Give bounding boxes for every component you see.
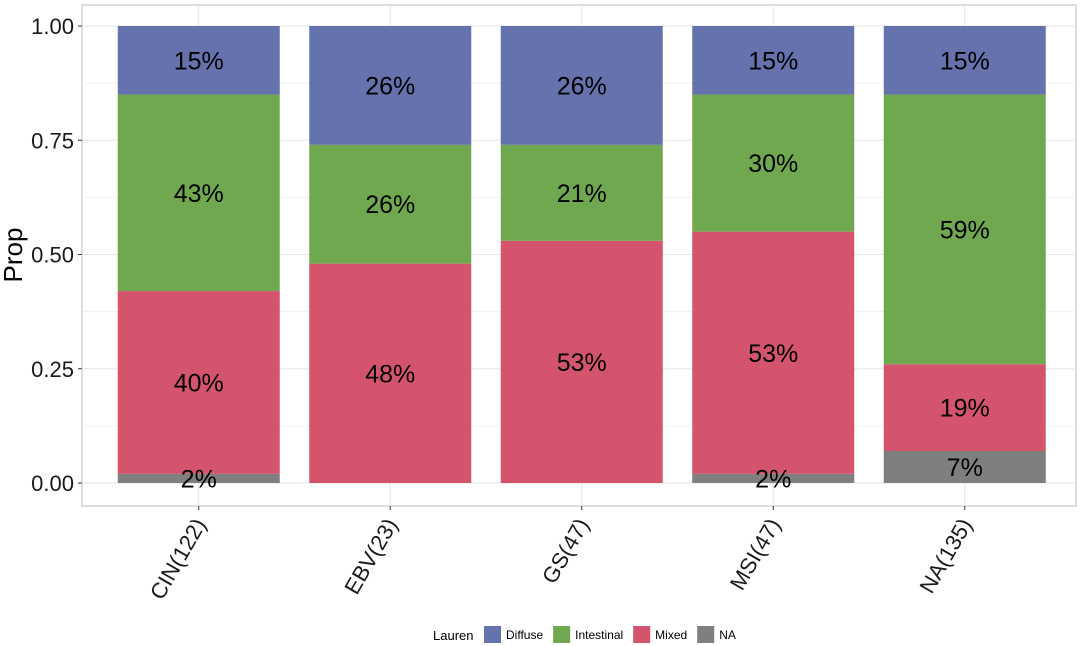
data-label: 7%	[947, 454, 983, 482]
x-tick-label: CIN(122)	[145, 514, 211, 604]
legend-label: NA	[719, 628, 736, 642]
legend-label: Mixed	[655, 628, 687, 642]
data-label: 26%	[557, 72, 607, 100]
bar-segment-mixed	[500, 240, 663, 483]
y-tick-label: 1.00	[31, 14, 74, 39]
bar-segment-mixed	[883, 364, 1046, 452]
x-tick-label: EBV(23)	[339, 514, 402, 599]
data-label: 15%	[174, 47, 224, 75]
legend-swatch-intestinal	[553, 626, 571, 643]
legend-swatch-na	[697, 626, 715, 643]
data-label: 26%	[365, 72, 415, 100]
bar-segment-intestinal	[309, 144, 472, 264]
bar-segment-intestinal	[500, 144, 663, 241]
bar-segment-mixed	[117, 291, 280, 474]
bar-segment-diffuse	[500, 26, 663, 145]
bar-segment-na	[883, 451, 1046, 483]
data-label: 2%	[181, 465, 217, 493]
data-label: 48%	[365, 360, 415, 388]
data-label: 21%	[557, 180, 607, 208]
bar-segment-na	[117, 473, 280, 483]
bar-segment-diffuse	[117, 26, 280, 95]
y-axis-title: Prop	[0, 228, 28, 283]
bar-segment-intestinal	[692, 94, 855, 232]
bar-segment-diffuse	[692, 26, 855, 95]
data-label: 43%	[174, 180, 224, 208]
x-axis-ticks: CIN(122) EBV(23) GS(47) MSI(47) NA(135)	[145, 506, 977, 604]
bar-segment-mixed	[692, 231, 855, 474]
legend-swatch-mixed	[633, 626, 651, 643]
data-label: 2%	[755, 465, 791, 493]
y-tick-label: 0.25	[31, 357, 74, 382]
legend-title: Lauren	[433, 628, 473, 643]
bar-segment-intestinal	[117, 94, 280, 292]
y-tick-label: 0.50	[31, 243, 74, 268]
bar-segment-intestinal	[883, 94, 1046, 365]
data-label: 30%	[748, 150, 798, 178]
bar-segment-diffuse	[883, 26, 1046, 95]
legend-label: Intestinal	[575, 628, 623, 642]
data-label: 19%	[940, 395, 990, 423]
x-tick-label: NA(135)	[914, 514, 977, 597]
y-tick-label: 0.75	[31, 128, 74, 153]
bar-segment-na	[692, 473, 855, 483]
bar-segment-diffuse	[309, 26, 472, 145]
data-label: 26%	[365, 191, 415, 219]
bar-segment-mixed	[309, 263, 472, 483]
legend: Lauren Diffuse Intestinal Mixed NA	[433, 626, 736, 643]
data-label: 15%	[748, 47, 798, 75]
data-label: 53%	[748, 340, 798, 368]
bars	[117, 26, 1046, 483]
data-label: 59%	[940, 216, 990, 244]
y-axis-ticks: 0.00 0.25 0.50 0.75 1.00	[31, 14, 82, 496]
legend-label: Diffuse	[506, 628, 543, 642]
y-tick-label: 0.00	[31, 471, 74, 496]
x-tick-label: GS(47)	[537, 514, 594, 588]
legend-swatch-diffuse	[484, 626, 501, 643]
data-labels: 2% 40% 43% 15% 48% 26% 26% 53% 21% 26% 2% 53% 30% 15%…	[174, 47, 990, 493]
data-label: 53%	[557, 349, 607, 377]
data-label: 15%	[940, 47, 990, 75]
x-tick-label: MSI(47)	[725, 514, 786, 594]
data-label: 40%	[174, 369, 224, 397]
